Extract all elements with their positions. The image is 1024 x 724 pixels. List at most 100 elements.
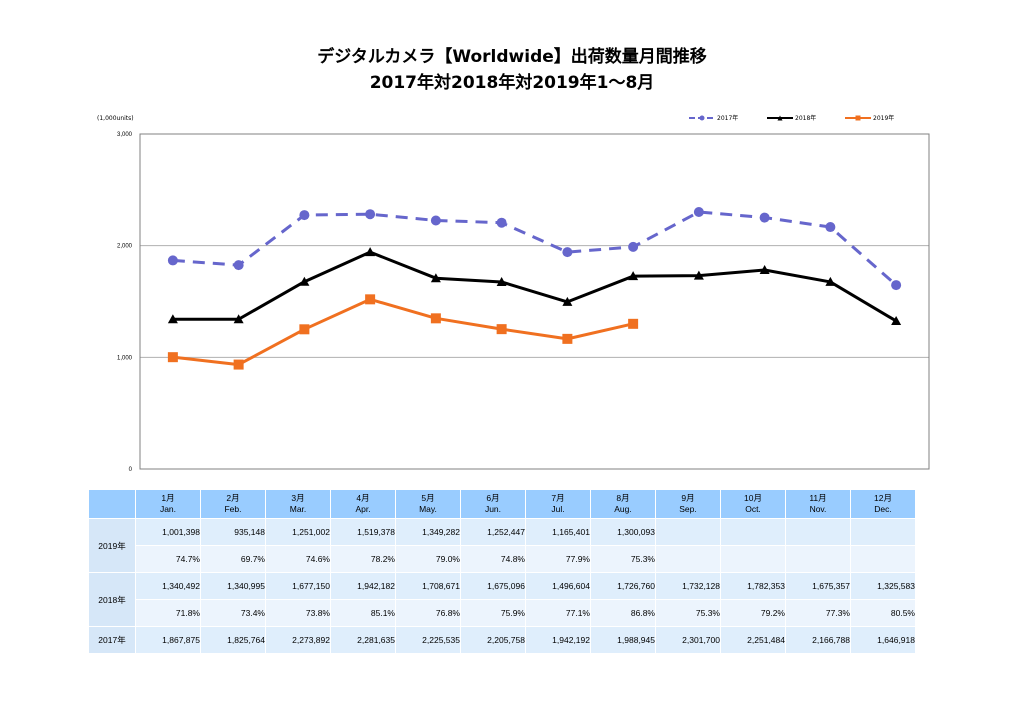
table-cell-units: 2,273,892: [265, 626, 331, 654]
legend-marker-2018-icon: [767, 115, 793, 120]
month-en-label: Jun.: [484, 504, 502, 514]
data-point-triangle: [233, 314, 244, 324]
y-tick-label: 2,000: [117, 244, 133, 250]
table-cell-percent: 80.5%: [850, 599, 916, 627]
chart-title-line2: 2017年対2018年対2019年1～8月: [369, 73, 655, 93]
data-point-circle: [628, 241, 639, 252]
table-cell-units: 1,675,357: [785, 572, 851, 600]
month-jp-label: 12月: [874, 493, 892, 503]
table-cell-units: 2,281,635: [330, 626, 396, 654]
table-cell-units: [655, 518, 721, 546]
month-jp-label: 2月: [226, 493, 240, 503]
month-en-label: Aug.: [614, 504, 632, 514]
legend-marker-2017-icon: [689, 115, 715, 120]
month-en-label: May.: [419, 504, 437, 514]
month-en-label: Mar.: [289, 504, 307, 514]
table-cell-units: 1,349,282: [395, 518, 461, 546]
table-cell-percent: 76.8%: [395, 599, 461, 627]
shipments-table: 1月 Jan. 2月 Feb. 3月 Mar. 4月 Apr. 5月 May. 6月 Jun. 7月 Ju…: [88, 489, 916, 654]
table-cell-percent: [720, 545, 786, 573]
row-year-label: 2019年: [88, 518, 136, 573]
month-jp-label: 11月: [809, 493, 827, 503]
table-header-month: 3月 Mar.: [265, 489, 331, 519]
table-cell-units: 1,942,192: [525, 626, 591, 654]
data-point-circle: [562, 247, 573, 258]
table-cell-percent: 78.2%: [330, 545, 396, 573]
table-row: 71.8% 73.4% 73.8% 85.1% 76.8% 75.9% 77.1% 86.8%…: [89, 599, 916, 627]
table-cell-units: 1,867,875: [135, 626, 201, 654]
table-cell-percent: [785, 545, 851, 573]
chart-title-line1: デジタルカメラ【Worldwide】出荷数量月間推移: [317, 47, 707, 67]
table-header-month: 11月 Nov.: [785, 489, 851, 519]
row-year-label: 2017年: [88, 626, 136, 654]
month-en-label: Nov.: [809, 504, 827, 514]
table-cell-units: 1,300,093: [590, 518, 656, 546]
plot-area-frame: [139, 133, 930, 470]
data-point-triangle: [299, 276, 310, 286]
table-cell-units: 1,001,398: [135, 518, 201, 546]
table-row: 74.7% 69.7% 74.6% 78.2% 79.0% 74.8% 77.9% 75.3%: [89, 545, 916, 573]
table-cell-units: 1,708,671: [395, 572, 461, 600]
y-tick-label: 3,000: [117, 132, 133, 138]
series-line-2018年: [172, 250, 897, 323]
data-point-square: [167, 352, 178, 363]
table-header-month: 5月 May.: [395, 489, 461, 519]
month-jp-label: 7月: [551, 493, 565, 503]
data-point-circle: [496, 217, 507, 228]
month-en-label: Jul.: [551, 504, 565, 514]
table-cell-units: 1,340,995: [200, 572, 266, 600]
y-tick-label: 1,000: [117, 355, 133, 361]
month-jp-label: 9月: [681, 493, 695, 503]
table-cell-units: [785, 518, 851, 546]
data-point-circle: [299, 210, 310, 221]
table-cell-units: 1,325,583: [850, 572, 916, 600]
data-point-circle: [759, 212, 770, 223]
month-en-label: Feb.: [224, 504, 242, 514]
table-cell-percent: 79.2%: [720, 599, 786, 627]
data-point-triangle: [167, 314, 178, 324]
table-cell-units: 1,165,401: [525, 518, 591, 546]
table-cell-units: 2,205,758: [460, 626, 526, 654]
table-header-month: 4月 Apr.: [330, 489, 396, 519]
legend-label-2019: 2019年: [873, 115, 895, 122]
data-point-triangle: [430, 273, 441, 283]
month-jp-label: 10月: [744, 493, 762, 503]
table-header-month: 2月 Feb.: [200, 489, 266, 519]
month-en-label: Oct.: [745, 504, 761, 514]
table-header-month: 9月 Sep.: [655, 489, 721, 519]
month-jp-label: 1月: [161, 493, 175, 503]
table-cell-percent: 75.9%: [460, 599, 526, 627]
table-header-month: 10月 Oct.: [720, 489, 786, 519]
table-cell-units: [850, 518, 916, 546]
table-cell-units: 2,225,535: [395, 626, 461, 654]
table-cell-units: 1,340,492: [135, 572, 201, 600]
table-cell-percent: [850, 545, 916, 573]
data-point-triangle: [562, 296, 573, 306]
data-point-square: [233, 359, 244, 370]
table-cell-units: 935,148: [200, 518, 266, 546]
table-cell-units: 1,942,182: [330, 572, 396, 600]
table-cell-percent: 75.3%: [655, 599, 721, 627]
data-point-triangle: [825, 276, 836, 286]
table-header-month: 12月 Dec.: [850, 489, 916, 519]
table-row: 2019年 1,001,398 935,148 1,251,002 1,519,378 1…: [88, 518, 916, 573]
table-header-month: 6月 Jun.: [460, 489, 526, 519]
data-point-circle: [233, 260, 244, 271]
table-cell-units: 2,166,788: [785, 626, 851, 654]
data-point-circle: [825, 222, 836, 233]
table-cell-percent: 77.1%: [525, 599, 591, 627]
month-jp-label: 5月: [421, 493, 435, 503]
table-cell-units: 1,252,447: [460, 518, 526, 546]
table-cell-percent: [655, 545, 721, 573]
data-point-triangle: [628, 271, 639, 281]
table-cell-percent: 73.4%: [200, 599, 266, 627]
data-point-square: [628, 318, 639, 329]
month-jp-label: 8月: [616, 493, 630, 503]
table-cell-units: 2,251,484: [720, 626, 786, 654]
series-line-2019年: [172, 297, 634, 367]
series-line-2017年: [172, 210, 898, 287]
table-cell-percent: 69.7%: [200, 545, 266, 573]
table-cell-units: 1,646,918: [850, 626, 916, 654]
data-point-square: [365, 294, 376, 305]
data-point-square: [430, 313, 441, 324]
